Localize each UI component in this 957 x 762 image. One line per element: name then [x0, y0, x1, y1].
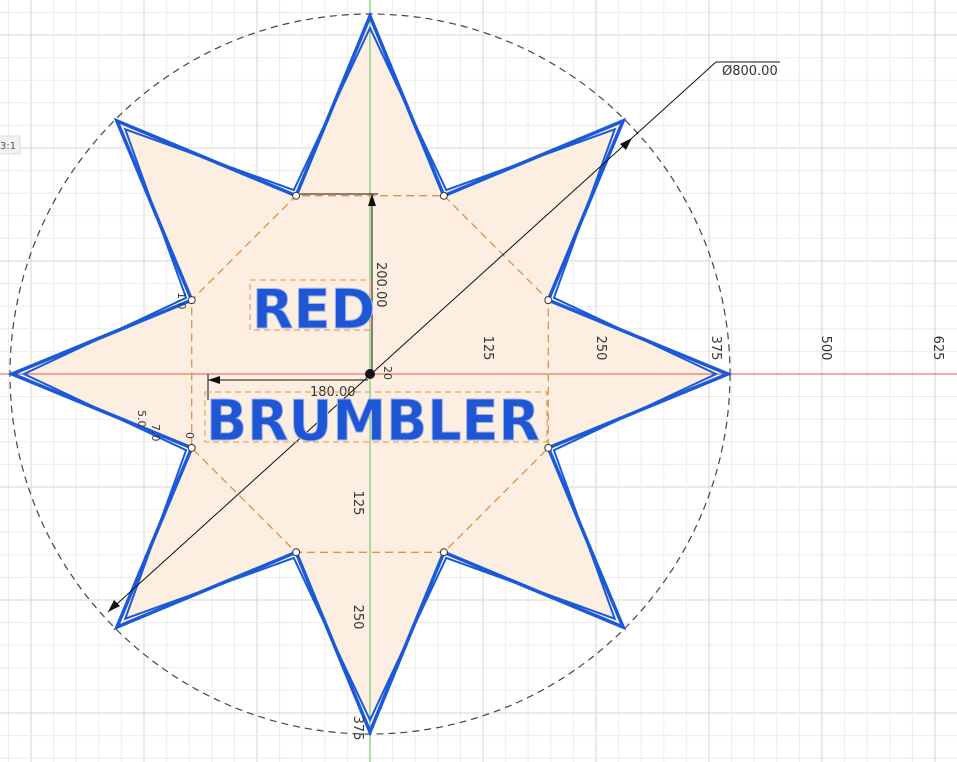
- vertex-point: [544, 296, 553, 305]
- axis-labels: 125 250 375 500 625 125 250 375: [350, 336, 945, 741]
- minor-label: 0: [183, 432, 196, 439]
- scale-badge: [0, 135, 21, 155]
- sketch-text: RED: [252, 278, 375, 341]
- star-outline: [7, 11, 733, 737]
- arrowhead: [108, 600, 120, 612]
- x-axis-label: 500: [818, 336, 833, 361]
- vertex-point: [544, 443, 553, 452]
- minor-label: 7.0: [149, 424, 162, 442]
- y-axis-label: 125: [350, 491, 365, 516]
- vertex-point: [187, 296, 196, 305]
- text-box: [204, 391, 548, 443]
- origin-point: [365, 369, 375, 379]
- text-box: [249, 279, 371, 331]
- vertex-point: [439, 548, 448, 557]
- sketch-text: BRUMBLER: [206, 389, 540, 454]
- vertex-point: [292, 191, 301, 200]
- arrowhead: [368, 194, 376, 206]
- y-axis-label: 375: [350, 716, 365, 741]
- dimension-label: 20: [381, 366, 394, 380]
- vertex-points: [187, 191, 553, 557]
- diameter-label: Ø800.00: [722, 64, 778, 79]
- dimension-label: 180.00: [310, 385, 356, 400]
- vertex-point: [187, 443, 196, 452]
- arrowhead: [620, 138, 632, 150]
- x-axis-label: 375: [708, 336, 723, 361]
- vertex-point: [439, 191, 448, 200]
- minor-label: 5.0: [135, 410, 148, 428]
- diameter-leader: [631, 61, 717, 139]
- x-axis-label: 250: [593, 336, 608, 361]
- arrowhead: [208, 376, 220, 384]
- minor-label: 1.0: [175, 292, 188, 310]
- x-axis-label: 625: [930, 336, 945, 361]
- x-axis-label: 125: [480, 336, 495, 361]
- y-axis-label: 250: [350, 605, 365, 630]
- star-offset-outline: [21, 25, 719, 723]
- scale-label: 3:1: [0, 141, 16, 152]
- dimension-label: 200.00: [373, 262, 388, 308]
- vertex-point: [292, 548, 301, 557]
